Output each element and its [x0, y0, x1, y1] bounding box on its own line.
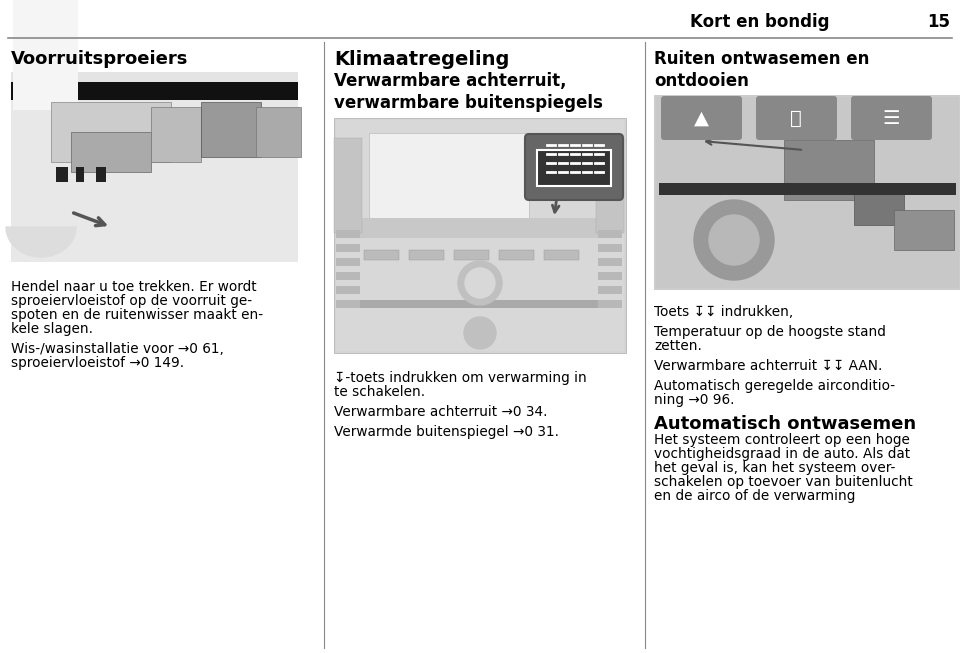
Bar	[11, 82, 298, 110]
Bar	[256, 107, 301, 157]
Text: Kort en bondig: Kort en bondig	[690, 13, 829, 31]
Text: sproeiervloeistof op de voorruit ge-: sproeiervloeistof op de voorruit ge-	[11, 294, 252, 308]
Bar	[336, 120, 624, 351]
Bar	[598, 300, 622, 308]
Text: ☰: ☰	[882, 108, 900, 127]
Text: Automatisch ontwasemen: Automatisch ontwasemen	[654, 415, 916, 433]
Text: Verwarmde buitenspiegel →0 31.: Verwarmde buitenspiegel →0 31.	[334, 425, 559, 439]
Bar	[537, 150, 611, 186]
Text: sproeiervloeistof →0 149.: sproeiervloeistof →0 149.	[11, 356, 184, 370]
Text: het geval is, kan het systeem over-: het geval is, kan het systeem over-	[654, 461, 896, 475]
Bar	[336, 272, 360, 280]
Circle shape	[694, 200, 774, 280]
Text: schakelen op toevoer van buitenlucht: schakelen op toevoer van buitenlucht	[654, 475, 913, 489]
Text: ↧-toets indrukken om verwarming in: ↧-toets indrukken om verwarming in	[334, 371, 587, 385]
Bar	[334, 118, 626, 353]
Text: vochtigheidsgraad in de auto. Als dat: vochtigheidsgraad in de auto. Als dat	[654, 447, 910, 461]
Bar	[499, 250, 534, 260]
Bar	[336, 230, 360, 238]
FancyBboxPatch shape	[756, 96, 837, 140]
FancyBboxPatch shape	[525, 134, 623, 200]
Bar	[51, 102, 171, 162]
Text: Verwarmbare achterruit →0 34.: Verwarmbare achterruit →0 34.	[334, 405, 547, 419]
Bar	[71, 132, 151, 172]
Bar	[598, 244, 622, 252]
FancyBboxPatch shape	[661, 96, 742, 140]
Text: ⑁: ⑁	[790, 108, 802, 127]
Bar	[598, 258, 622, 266]
Bar	[56, 167, 68, 182]
Bar	[336, 244, 360, 252]
Bar	[598, 286, 622, 294]
Bar	[784, 140, 874, 200]
Text: 15: 15	[927, 13, 950, 31]
Text: zetten.: zetten.	[654, 339, 702, 353]
Text: Wis-/wasinstallatie voor →0 61,: Wis-/wasinstallatie voor →0 61,	[11, 342, 224, 356]
Text: kele slagen.: kele slagen.	[11, 322, 93, 336]
Bar	[894, 210, 954, 250]
Bar	[151, 107, 201, 162]
Text: ▲: ▲	[693, 108, 708, 127]
Bar	[96, 167, 106, 182]
Bar	[598, 272, 622, 280]
Bar	[654, 95, 960, 290]
Bar	[369, 133, 529, 218]
Text: Klimaatregeling: Klimaatregeling	[334, 50, 510, 69]
Circle shape	[709, 215, 759, 265]
Text: en de airco of de verwarming: en de airco of de verwarming	[654, 489, 855, 503]
Text: Ruiten ontwasemen en
ontdooien: Ruiten ontwasemen en ontdooien	[654, 50, 870, 90]
Bar	[336, 300, 360, 308]
Text: Toets ↧↧ indrukken,: Toets ↧↧ indrukken,	[654, 305, 793, 319]
Text: Voorruitsproeiers: Voorruitsproeiers	[11, 50, 188, 68]
Bar	[596, 138, 624, 233]
FancyBboxPatch shape	[851, 96, 932, 140]
Polygon shape	[6, 227, 76, 257]
Bar	[854, 190, 904, 225]
Bar	[354, 218, 606, 238]
Text: Het systeem controleert op een hoge: Het systeem controleert op een hoge	[654, 433, 910, 447]
Bar	[76, 167, 84, 182]
Text: Automatisch geregelde airconditio-: Automatisch geregelde airconditio-	[654, 379, 895, 393]
Bar	[336, 286, 360, 294]
Circle shape	[464, 317, 496, 349]
Bar	[656, 97, 959, 288]
Bar	[354, 300, 606, 308]
Bar	[544, 250, 579, 260]
Bar	[659, 183, 956, 195]
Text: Verwarmbare achterruit,
verwarmbare buitenspiegels: Verwarmbare achterruit, verwarmbare buit…	[334, 72, 603, 112]
Text: spoten en de ruitenwisser maakt en-: spoten en de ruitenwisser maakt en-	[11, 308, 263, 322]
Bar	[598, 230, 622, 238]
Text: Verwarmbare achterruit ↧↧ AAN.: Verwarmbare achterruit ↧↧ AAN.	[654, 359, 882, 373]
Circle shape	[458, 261, 502, 305]
Text: te schakelen.: te schakelen.	[334, 385, 425, 399]
Bar	[11, 72, 298, 262]
Text: ning →0 96.: ning →0 96.	[654, 393, 734, 407]
Bar	[11, 100, 298, 262]
Bar	[364, 250, 399, 260]
Bar	[409, 250, 444, 260]
Text: Hendel naar u toe trekken. Er wordt: Hendel naar u toe trekken. Er wordt	[11, 280, 256, 294]
Bar	[454, 250, 489, 260]
Circle shape	[465, 268, 495, 298]
Bar	[201, 102, 261, 157]
Bar	[336, 258, 360, 266]
Bar	[13, 0, 78, 110]
Bar	[334, 138, 362, 233]
Text: Temperatuur op de hoogste stand: Temperatuur op de hoogste stand	[654, 325, 886, 339]
